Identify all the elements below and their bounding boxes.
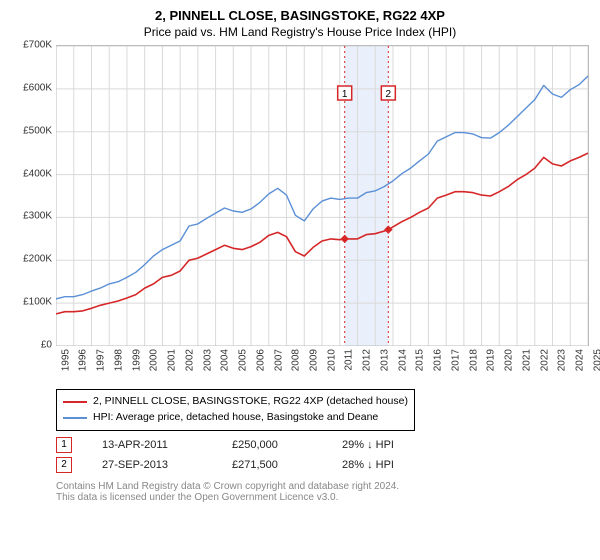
sale-badge: 1 xyxy=(56,437,72,453)
x-tick-label: 2001 xyxy=(166,349,177,371)
x-tick-label: 2004 xyxy=(220,349,231,371)
footer-attribution: Contains HM Land Registry data © Crown c… xyxy=(56,481,590,503)
y-tick-label: £400K xyxy=(23,168,52,179)
chart-title: 2, PINNELL CLOSE, BASINGSTOKE, RG22 4XP xyxy=(10,8,590,23)
sale-row: 1 13-APR-2011 £250,000 29% ↓ HPI xyxy=(56,437,590,453)
x-tick-label: 2018 xyxy=(468,349,479,371)
y-axis-labels: £0£100K£200K£300K£400K£500K£600K£700K xyxy=(10,45,54,345)
x-tick-label: 2016 xyxy=(432,349,443,371)
svg-text:1: 1 xyxy=(342,89,348,100)
x-tick-label: 2014 xyxy=(397,349,408,371)
y-tick-label: £500K xyxy=(23,125,52,136)
y-tick-label: £100K xyxy=(23,297,52,308)
x-tick-label: 2011 xyxy=(344,349,355,371)
x-tick-label: 2005 xyxy=(237,349,248,371)
x-tick-label: 2012 xyxy=(361,349,372,371)
x-tick-label: 2007 xyxy=(273,349,284,371)
y-tick-label: £300K xyxy=(23,211,52,222)
x-tick-label: 2003 xyxy=(202,349,213,371)
sale-diff: 28% ↓ HPI xyxy=(342,459,394,471)
sale-price: £271,500 xyxy=(232,459,312,471)
x-tick-label: 2023 xyxy=(557,349,568,371)
legend-label: 2, PINNELL CLOSE, BASINGSTOKE, RG22 4XP … xyxy=(93,394,408,410)
footer-line: Contains HM Land Registry data © Crown c… xyxy=(56,481,590,492)
sale-diff: 29% ↓ HPI xyxy=(342,439,394,451)
y-tick-label: £700K xyxy=(23,40,52,51)
chart-container: 2, PINNELL CLOSE, BASINGSTOKE, RG22 4XP … xyxy=(0,0,600,507)
x-tick-label: 2008 xyxy=(291,349,302,371)
y-tick-label: £600K xyxy=(23,82,52,93)
x-tick-label: 1996 xyxy=(78,349,89,371)
x-tick-label: 1999 xyxy=(131,349,142,371)
sales-table: 1 13-APR-2011 £250,000 29% ↓ HPI 2 27-SEP-201… xyxy=(56,437,590,473)
sale-row: 2 27-SEP-2013 £271,500 28% ↓ HPI xyxy=(56,457,590,473)
svg-text:2: 2 xyxy=(386,89,392,100)
legend: 2, PINNELL CLOSE, BASINGSTOKE, RG22 4XP … xyxy=(56,389,415,431)
x-tick-label: 2013 xyxy=(379,349,390,371)
sale-price: £250,000 xyxy=(232,439,312,451)
chart-plot: 12 xyxy=(56,45,589,346)
x-tick-label: 2015 xyxy=(415,349,426,371)
x-tick-label: 2020 xyxy=(503,349,514,371)
x-tick-label: 1995 xyxy=(60,349,71,371)
legend-item: HPI: Average price, detached house, Basi… xyxy=(63,410,408,426)
x-tick-label: 2010 xyxy=(326,349,337,371)
x-tick-label: 2006 xyxy=(255,349,266,371)
x-tick-label: 2002 xyxy=(184,349,195,371)
footer-line: This data is licensed under the Open Gov… xyxy=(56,492,590,503)
legend-item: 2, PINNELL CLOSE, BASINGSTOKE, RG22 4XP … xyxy=(63,394,408,410)
x-tick-label: 2024 xyxy=(574,349,585,371)
legend-swatch xyxy=(63,401,87,403)
x-tick-label: 2000 xyxy=(149,349,160,371)
y-tick-label: £200K xyxy=(23,254,52,265)
y-tick-label: £0 xyxy=(41,340,52,351)
chart-area: £0£100K£200K£300K£400K£500K£600K£700K 12… xyxy=(10,45,590,385)
x-tick-label: 1998 xyxy=(113,349,124,371)
x-tick-label: 2009 xyxy=(308,349,319,371)
sale-badge: 2 xyxy=(56,457,72,473)
sale-date: 13-APR-2011 xyxy=(102,439,202,451)
x-tick-label: 2019 xyxy=(486,349,497,371)
x-tick-label: 1997 xyxy=(95,349,106,371)
legend-label: HPI: Average price, detached house, Basi… xyxy=(93,410,378,426)
x-tick-label: 2025 xyxy=(592,349,600,371)
legend-swatch xyxy=(63,417,87,419)
chart-subtitle: Price paid vs. HM Land Registry's House … xyxy=(10,25,590,39)
x-tick-label: 2022 xyxy=(539,349,550,371)
x-tick-label: 2021 xyxy=(521,349,532,371)
x-axis-labels: 1995 1996 1997 1998 1999 2000 2001 2002 2003 2004… xyxy=(56,347,588,385)
x-tick-label: 2017 xyxy=(450,349,461,371)
sale-date: 27-SEP-2013 xyxy=(102,459,202,471)
